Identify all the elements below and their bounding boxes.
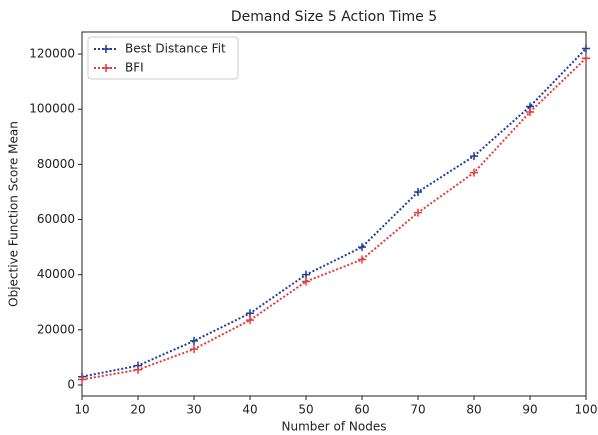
series-line xyxy=(81,57,587,381)
chart-title: Demand Size 5 Action Time 5 xyxy=(231,9,437,25)
x-tick-label: 90 xyxy=(522,403,537,417)
point-marker xyxy=(470,168,478,177)
point-marker xyxy=(246,316,254,325)
point-marker xyxy=(190,336,198,345)
x-tick-label: 60 xyxy=(354,403,369,417)
y-tick-label: 20000 xyxy=(37,322,75,336)
legend-marker xyxy=(102,45,110,53)
legend-label: Best Distance Fit xyxy=(125,42,226,56)
legend-marker xyxy=(102,64,110,72)
x-tick-label: 40 xyxy=(242,403,257,417)
point-marker xyxy=(414,187,422,196)
point-marker xyxy=(358,243,366,252)
legend-box xyxy=(87,36,239,80)
x-tick-label: 10 xyxy=(74,403,89,417)
y-tick-label: 100000 xyxy=(29,102,75,116)
plot-frame xyxy=(81,31,587,397)
point-marker xyxy=(526,107,534,116)
point-marker xyxy=(582,54,590,63)
series-line xyxy=(81,47,587,378)
y-tick-label: 40000 xyxy=(37,267,75,281)
y-tick-label: 120000 xyxy=(29,47,75,61)
point-marker xyxy=(190,345,198,354)
point-marker xyxy=(470,152,478,161)
y-tick-label: 60000 xyxy=(37,212,75,226)
point-marker xyxy=(78,375,86,384)
x-tick-label: 100 xyxy=(575,403,598,417)
x-tick-label: 20 xyxy=(130,403,145,417)
x-tick-label: 30 xyxy=(186,403,201,417)
point-marker xyxy=(246,309,254,318)
point-marker xyxy=(302,277,310,286)
point-marker xyxy=(302,270,310,279)
x-tick-label: 80 xyxy=(466,403,481,417)
point-marker xyxy=(582,44,590,53)
point-marker xyxy=(134,365,142,374)
y-axis-label: Objective Function Score Mean xyxy=(7,121,21,307)
x-tick-label: 50 xyxy=(298,403,313,417)
x-tick-label: 70 xyxy=(410,403,425,417)
x-axis-label: Number of Nodes xyxy=(282,420,387,434)
y-tick-label: 80000 xyxy=(37,157,75,171)
point-marker xyxy=(358,255,366,264)
y-tick-label: 0 xyxy=(67,377,75,391)
point-marker xyxy=(414,208,422,217)
legend-label: BFI xyxy=(125,61,144,75)
